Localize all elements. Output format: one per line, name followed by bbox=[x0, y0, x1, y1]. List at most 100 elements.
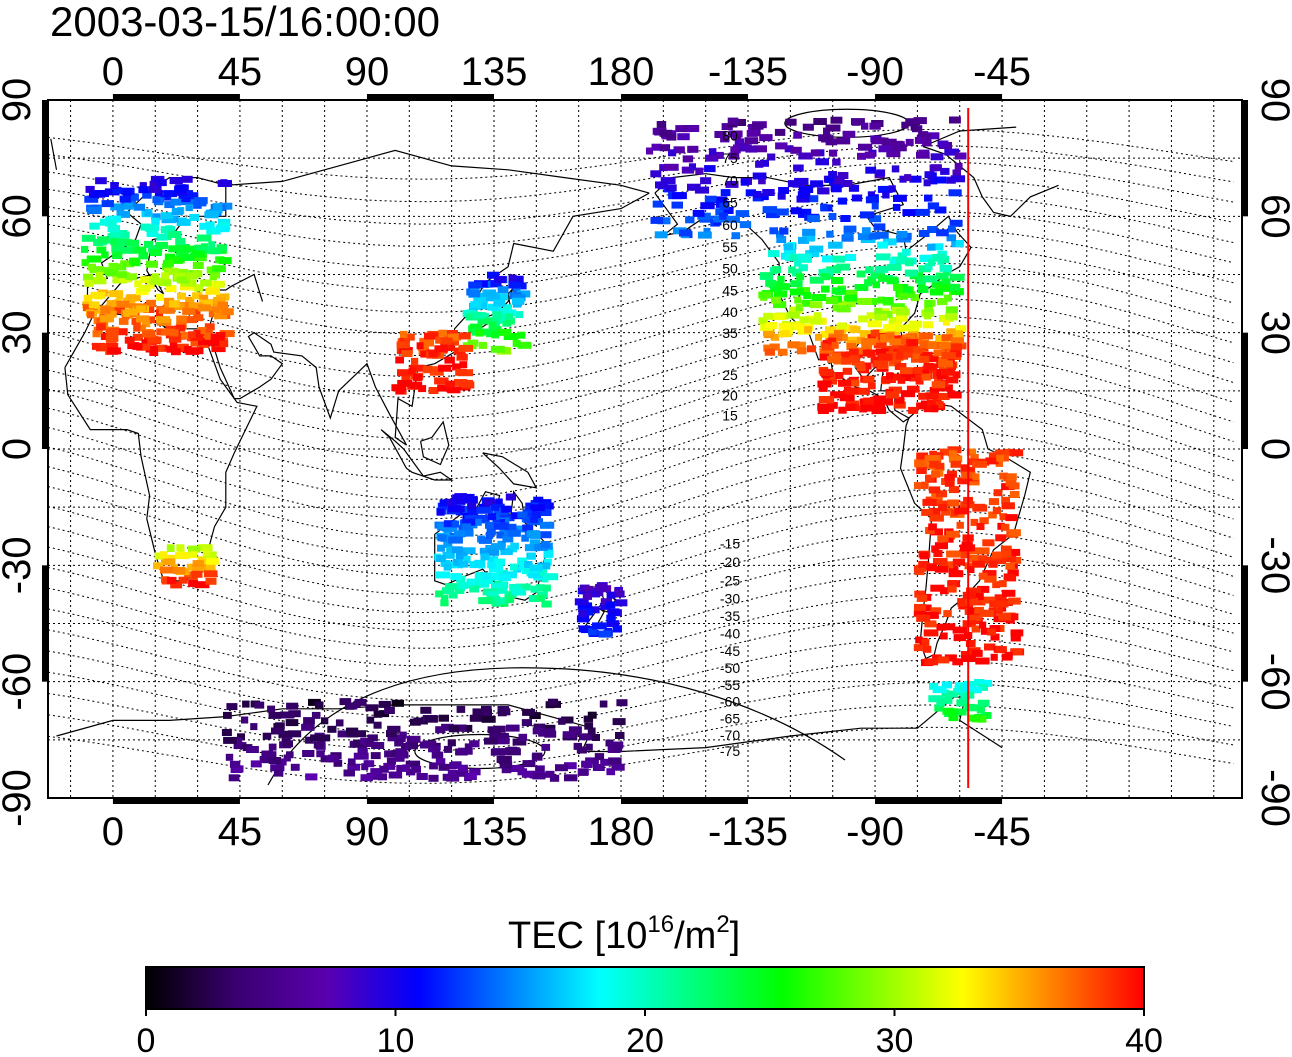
tec-cell bbox=[378, 700, 391, 708]
tec-cell bbox=[607, 608, 620, 616]
tec-cell bbox=[967, 614, 981, 622]
tec-cell bbox=[746, 129, 758, 137]
tec-cell bbox=[454, 493, 467, 501]
tec-cell bbox=[564, 762, 577, 770]
tec-cell bbox=[170, 581, 183, 589]
tec-cell bbox=[948, 189, 962, 197]
tec-cell bbox=[116, 210, 131, 218]
contour-label: -60 bbox=[720, 694, 740, 710]
tec-cell bbox=[967, 458, 976, 466]
tec-cell bbox=[543, 728, 555, 736]
tec-cell bbox=[762, 189, 775, 196]
tec-cell bbox=[511, 512, 523, 520]
tec-cell bbox=[704, 165, 716, 173]
tec-cell bbox=[867, 320, 882, 328]
tec-cell bbox=[942, 268, 951, 276]
tec-cell bbox=[949, 283, 961, 291]
contour-line bbox=[48, 469, 1234, 577]
tec-cell bbox=[813, 312, 822, 320]
tec-cell bbox=[937, 140, 949, 148]
tec-cell bbox=[979, 609, 994, 617]
tec-cell bbox=[932, 176, 947, 184]
tec-cell bbox=[966, 448, 977, 456]
tec-cell bbox=[116, 204, 125, 212]
tec-cell bbox=[452, 363, 461, 371]
tec-cell bbox=[434, 377, 449, 385]
tec-cell bbox=[456, 353, 468, 361]
tec-cell bbox=[371, 742, 385, 749]
tec-cell bbox=[932, 254, 945, 261]
contour-label: 45 bbox=[722, 282, 738, 298]
tec-cell bbox=[876, 169, 886, 177]
contour-line bbox=[48, 280, 1234, 378]
tec-cell bbox=[494, 597, 507, 605]
tec-cell bbox=[919, 341, 928, 349]
tec-cell bbox=[960, 464, 970, 472]
tec-cell bbox=[176, 544, 185, 552]
tec-cell bbox=[719, 212, 729, 220]
tec-cell bbox=[545, 770, 555, 778]
tec-cell bbox=[843, 230, 854, 238]
tec-cell bbox=[464, 773, 477, 780]
tec-cell bbox=[794, 259, 802, 267]
tec-cell bbox=[761, 193, 769, 201]
tec-cell bbox=[532, 772, 546, 780]
tec-cell bbox=[373, 721, 382, 729]
tec-cell bbox=[844, 289, 858, 297]
tec-cell bbox=[954, 162, 963, 170]
tec-cell bbox=[168, 245, 181, 253]
tec-cell bbox=[828, 241, 843, 249]
tec-cell bbox=[1008, 482, 1020, 490]
tec-cell bbox=[517, 331, 526, 339]
tec-cell bbox=[97, 236, 109, 244]
tec-cell bbox=[494, 558, 506, 566]
tec-cell bbox=[507, 529, 521, 537]
tec-cell bbox=[923, 179, 931, 187]
tec-cell bbox=[971, 598, 986, 606]
tec-cell bbox=[505, 313, 513, 321]
tec-cell bbox=[86, 255, 102, 263]
tec-cell bbox=[903, 286, 911, 294]
tec-cell bbox=[458, 332, 471, 340]
tec-cell bbox=[794, 177, 809, 185]
bottom-lon-label: 90 bbox=[345, 810, 390, 854]
tec-cell bbox=[877, 241, 888, 249]
tec-cell bbox=[1010, 634, 1021, 642]
tec-cell bbox=[985, 457, 999, 465]
tec-cell bbox=[819, 368, 833, 376]
tec-cell bbox=[530, 504, 545, 512]
tec-cell bbox=[221, 308, 234, 316]
tec-cell bbox=[767, 153, 776, 161]
tec-cell bbox=[745, 189, 756, 197]
tec-cell bbox=[438, 763, 450, 771]
tec-cell bbox=[178, 195, 191, 203]
contour-line bbox=[48, 145, 1234, 203]
tec-cell bbox=[283, 754, 291, 762]
tec-cell bbox=[535, 584, 545, 592]
tec-cell bbox=[892, 203, 901, 211]
tec-cell bbox=[896, 308, 910, 316]
tec-cell bbox=[924, 620, 937, 628]
tec-cell bbox=[217, 180, 232, 187]
tec-cell bbox=[495, 498, 503, 506]
tec-cell bbox=[524, 561, 533, 568]
tec-cell bbox=[462, 505, 471, 513]
contour-label: -15 bbox=[720, 536, 740, 552]
tec-cell bbox=[917, 277, 926, 285]
tec-cell bbox=[759, 159, 769, 167]
tec-cell bbox=[828, 171, 837, 178]
tec-cell bbox=[337, 730, 351, 738]
tec-cell bbox=[584, 722, 594, 730]
tec-cell bbox=[521, 770, 536, 778]
tec-cell bbox=[950, 343, 962, 351]
tec-cell bbox=[500, 307, 512, 315]
tec-cell bbox=[140, 276, 154, 284]
tec-cell bbox=[499, 761, 513, 769]
tec-cell bbox=[937, 535, 949, 543]
tec-cell bbox=[501, 505, 512, 513]
tec-cell bbox=[489, 731, 498, 739]
tec-cell bbox=[452, 558, 464, 566]
tec-cell bbox=[109, 263, 125, 271]
tec-cell bbox=[275, 758, 287, 766]
tec-cell bbox=[118, 317, 129, 325]
